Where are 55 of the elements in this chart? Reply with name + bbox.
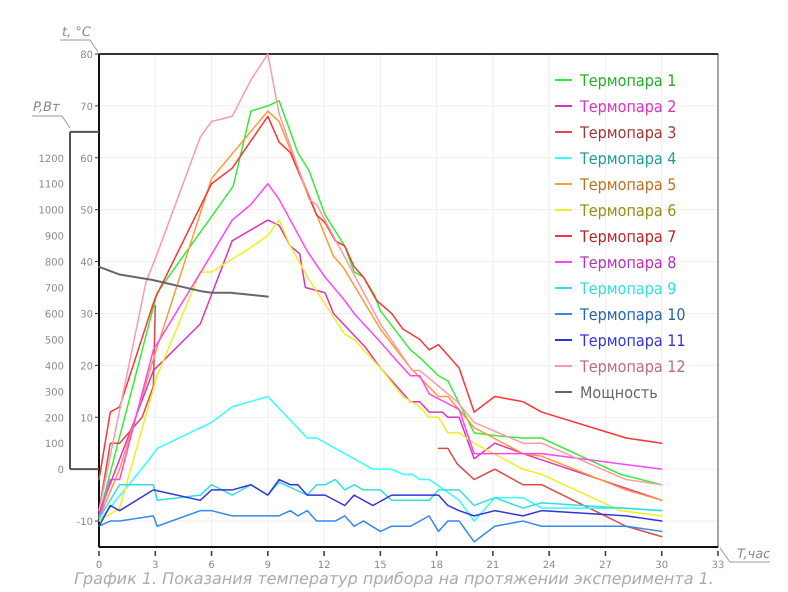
- y-tick-label: 70: [80, 102, 93, 113]
- y2-tick-label: 100: [44, 439, 64, 450]
- x-tick-label: 21: [486, 560, 500, 571]
- y2-tick-label: 0: [58, 465, 64, 476]
- y-tick-label: -10: [76, 517, 93, 528]
- y2-tick-label: 400: [44, 361, 64, 372]
- legend-label: Термопара 1: [579, 71, 676, 90]
- y-tick-label: 60: [80, 154, 93, 165]
- y2-tick-label: 800: [44, 258, 64, 269]
- y-tick-label: 10: [80, 413, 93, 424]
- y-tick-label: 20: [80, 361, 93, 372]
- x-tick-label: 30: [655, 560, 668, 571]
- y2-tick-label: 1000: [38, 206, 64, 217]
- x-tick-label: 27: [599, 560, 612, 571]
- legend-label: Мощность: [580, 383, 658, 402]
- legend-label: Термопара 11: [579, 331, 686, 350]
- legend-label: Термопара 5: [579, 175, 676, 194]
- legend-label: Термопара 4: [579, 149, 676, 168]
- x-tick-label: 33: [712, 560, 724, 571]
- x-axis-title: T,час: [737, 547, 770, 562]
- y2-tick-label: 300: [44, 387, 64, 398]
- legend-label: Термопара 9: [579, 279, 676, 298]
- legend-label: Термопара 7: [579, 227, 676, 246]
- y-axis-title: t, °C: [62, 25, 92, 40]
- y2-tick-label: 500: [44, 335, 64, 346]
- y2-tick-label: 1200: [38, 154, 64, 165]
- x-tick-label: 0: [96, 560, 102, 571]
- x-tick-label: 3: [152, 560, 158, 571]
- y2-tick-label: 200: [44, 413, 64, 424]
- y-tick-label: 30: [80, 309, 93, 320]
- y2-tick-label: 1100: [38, 180, 64, 191]
- x-tick-label: 24: [542, 560, 556, 571]
- x-tick-label: 6: [208, 560, 215, 571]
- line-series: [98, 478, 662, 520]
- y-tick-label: 40: [80, 258, 93, 269]
- x-tick-label: 9: [264, 560, 272, 571]
- legend-label: Термопара 10: [579, 305, 686, 324]
- text: График 1. Показания температур прибора на протяжении эксперимента 1.: [74, 569, 714, 588]
- legend-label: Термопара 12: [579, 357, 686, 376]
- legend-label: Термопара 6: [579, 201, 676, 220]
- legend-label: Термопара 2: [579, 97, 676, 116]
- legend-label: Термопара 8: [579, 253, 676, 272]
- x-tick-label: 18: [430, 560, 444, 571]
- legend-label: Термопара 3: [579, 123, 676, 142]
- y2-tick-label: 700: [44, 284, 64, 295]
- y2-tick-label: 900: [44, 232, 64, 243]
- line-series: [98, 266, 269, 298]
- x-tick-label: 12: [318, 560, 330, 571]
- y2-tick-label: 600: [44, 309, 64, 320]
- y-tick-label: 50: [80, 206, 93, 217]
- x-tick-label: 15: [374, 560, 387, 571]
- line-series: [98, 478, 662, 527]
- y-tick-label: 80: [80, 50, 93, 61]
- y2-axis-title: P,Вт: [33, 100, 60, 115]
- line-series: [98, 510, 662, 543]
